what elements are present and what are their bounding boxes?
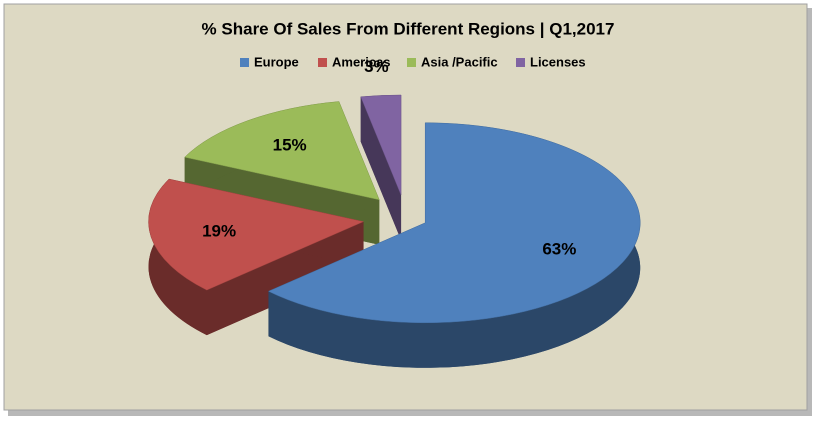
value-label: 63% bbox=[542, 239, 576, 258]
value-label: 3% bbox=[364, 57, 389, 76]
legend-swatch bbox=[240, 58, 249, 67]
legend-label: Europe bbox=[254, 54, 299, 69]
slice bbox=[184, 101, 380, 201]
value-label: 15% bbox=[273, 136, 307, 155]
legend-label: Americas bbox=[332, 54, 391, 69]
slice bbox=[267, 122, 641, 324]
slice bbox=[148, 178, 365, 291]
legend-swatch bbox=[516, 58, 525, 67]
legend-label: Licenses bbox=[530, 54, 586, 69]
pie: 63% 19% 15% 3% bbox=[148, 57, 641, 368]
chart-title: % Share Of Sales From Different Regions … bbox=[202, 19, 615, 38]
legend-swatch bbox=[318, 58, 327, 67]
slice bbox=[360, 94, 402, 196]
legend-swatch bbox=[407, 58, 416, 67]
legend: Europe Americas Asia /Pacific Licenses bbox=[240, 54, 586, 69]
value-label: 19% bbox=[202, 222, 236, 241]
legend-label: Asia /Pacific bbox=[421, 54, 498, 69]
